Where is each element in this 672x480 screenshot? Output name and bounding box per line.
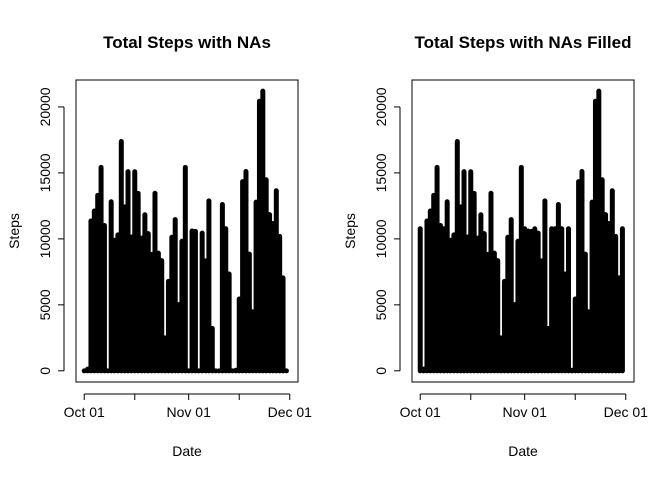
left-y-tick-label: 10000 — [37, 219, 53, 258]
left-chart-title: Total Steps with NAs — [103, 33, 271, 52]
left-x-tick-label: Nov 01 — [167, 404, 212, 420]
right-y-tick-label: 10000 — [373, 219, 389, 258]
left-x-axis-label: Date — [172, 443, 202, 459]
left-chart-panel: Total Steps with NAs 0 5000 10000 15000 2000… — [6, 33, 312, 459]
right-y-tick-label: 20000 — [373, 87, 389, 126]
right-x-tick-label: Oct 01 — [400, 404, 441, 420]
left-y-tick-label: 15000 — [37, 153, 53, 192]
left-y-tick-label: 20000 — [37, 87, 53, 126]
right-bars — [417, 88, 625, 374]
left-y-tick-label: 5000 — [37, 289, 53, 320]
right-y-tick-label: 15000 — [373, 153, 389, 192]
right-y-axis: 0 5000 10000 15000 20000 — [373, 87, 401, 375]
right-x-tick-label: Dec 01 — [604, 404, 649, 420]
left-x-tick-label: Oct 01 — [64, 404, 105, 420]
right-chart-panel: Total Steps with NAs Filled 0 5000 10000 15… — [342, 33, 648, 459]
right-chart-title: Total Steps with NAs Filled — [415, 33, 632, 52]
right-x-axis: Oct 01 Nov 01 Dec 01 — [400, 393, 649, 420]
right-plot-frame — [411, 79, 635, 383]
left-x-tick-label: Dec 01 — [268, 404, 313, 420]
left-y-axis-label: Steps — [6, 213, 22, 249]
right-x-axis-label: Date — [508, 443, 538, 459]
left-y-tick-label: 0 — [37, 367, 53, 375]
right-x-tick-label: Nov 01 — [503, 404, 548, 420]
right-y-tick-label: 5000 — [373, 289, 389, 320]
left-y-axis: 0 5000 10000 15000 20000 — [37, 87, 65, 375]
left-bars — [81, 88, 289, 374]
right-y-tick-label: 0 — [373, 367, 389, 375]
left-plot-frame — [75, 79, 299, 383]
right-y-axis-label: Steps — [342, 213, 358, 249]
left-x-axis: Oct 01 Nov 01 Dec 01 — [64, 393, 313, 420]
